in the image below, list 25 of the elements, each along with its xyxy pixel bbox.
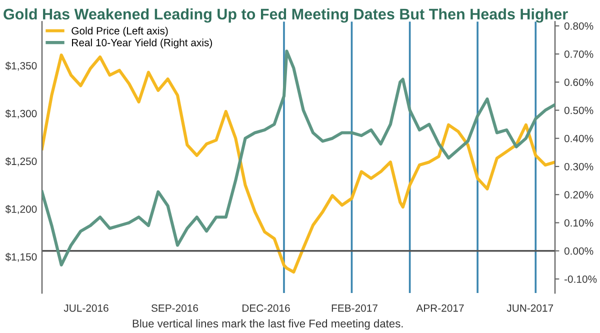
y2-tick-label: 0.30%: [564, 162, 594, 170]
y2-tick-label: 0.60%: [564, 78, 594, 86]
chart-title: Gold Has Weakened Leading Up to Fed Meeting Dates But Then Heads Higher: [4, 8, 568, 23]
x-tick-label: APR-2017: [416, 304, 464, 312]
legend-label: Gold Price (Left axis): [72, 26, 168, 37]
y2-tick-label: 0.80%: [564, 22, 594, 30]
x-tick-label: FEB-2017: [332, 304, 378, 312]
y2-tick-label: 0.70%: [564, 50, 594, 58]
legend-label: Real 10-Year Yield (Right axis): [72, 38, 212, 48]
y-tick-label: $1,300: [5, 109, 37, 118]
y2-tick-label: 0.10%: [564, 219, 594, 227]
y2-tick-label: 0.00%: [564, 247, 594, 255]
y2-tick-label: 0.50%: [564, 106, 594, 114]
text: Blue vertical lines mark the last five Fed meeting dates.: [132, 319, 403, 330]
x-tick-label: JUN-2017: [506, 304, 554, 312]
y-tick-label: $1,200: [5, 205, 37, 214]
x-tick-label: DEC-2016: [242, 304, 290, 312]
y-tick-label: $1,350: [5, 62, 37, 71]
x-tick-label: JUL-2016: [64, 304, 108, 312]
y2-tick-label: -0.10%: [564, 275, 597, 283]
y-tick-label: $1,150: [5, 252, 37, 262]
y2-tick-label: 0.20%: [564, 191, 594, 198]
x-tick-label: SEP-2016: [151, 304, 198, 312]
y-tick-label: $1,250: [5, 157, 37, 166]
y2-tick-label: 0.40%: [564, 134, 594, 142]
